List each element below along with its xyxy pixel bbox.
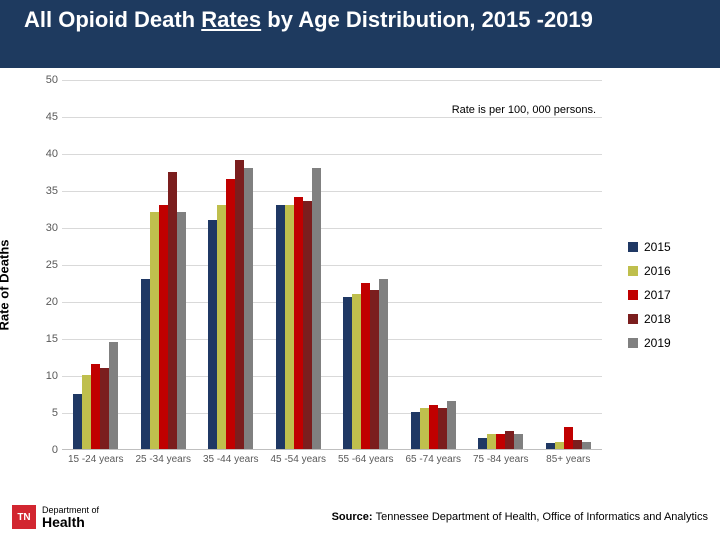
bar-2016 [487,434,496,449]
bar-2017 [159,205,168,449]
bar-2016 [150,212,159,449]
bar-2019 [514,434,523,449]
x-tick-label: 35 -44 years [203,454,259,465]
y-tick-label: 40 [10,148,58,160]
source-line: Source: Tennessee Department of Health, … [332,511,708,523]
logo-line2: Health [42,515,99,529]
legend-swatch [628,314,638,324]
legend-swatch [628,242,638,252]
bar-2019 [109,342,118,449]
x-tick-label: 65 -74 years [405,454,461,465]
bar-2018 [235,160,244,449]
bar-2017 [361,283,370,450]
legend-swatch [628,338,638,348]
chart-title-bar: All Opioid Death Rates by Age Distributi… [0,0,720,68]
legend-label: 2016 [644,264,671,278]
grid-line [62,117,602,118]
bar-2016 [82,375,91,449]
bar-2015 [73,394,82,450]
legend-item-2016: 2016 [628,264,710,278]
bar-2019 [312,168,321,449]
legend-item-2015: 2015 [628,240,710,254]
plot-region: Rate is per 100, 000 persons. 0510152025… [62,80,602,450]
y-tick-label: 15 [10,333,58,345]
y-tick-label: 25 [10,259,58,271]
bar-2018 [370,290,379,449]
grid-line [62,228,602,229]
bar-2016 [555,442,564,449]
bar-2017 [91,364,100,449]
x-tick-label: 75 -84 years [473,454,529,465]
bar-2018 [573,440,582,449]
bar-2016 [217,205,226,449]
bar-2018 [303,201,312,449]
legend-item-2018: 2018 [628,312,710,326]
x-tick-label: 25 -34 years [135,454,191,465]
bar-2019 [447,401,456,449]
x-tick-label: 55 -64 years [338,454,394,465]
y-tick-label: 45 [10,111,58,123]
grid-line [62,265,602,266]
grid-line [62,154,602,155]
bar-2019 [582,442,591,449]
bar-2015 [208,220,217,449]
y-tick-label: 5 [10,407,58,419]
bar-2015 [276,205,285,449]
bar-2016 [285,205,294,449]
bar-2017 [564,427,573,449]
legend-swatch [628,290,638,300]
bar-2017 [429,405,438,449]
y-tick-label: 10 [10,370,58,382]
bar-2015 [141,279,150,449]
title-suffix: by Age Distribution, 2015 -2019 [261,7,593,32]
bar-2015 [546,443,555,449]
logo-text: Department of Health [42,506,99,529]
grid-line [62,80,602,81]
x-tick-label: 85+ years [546,454,590,465]
source-label: Source: [332,511,376,523]
bar-2018 [100,368,109,449]
bar-2018 [505,431,514,450]
bar-2018 [168,172,177,450]
y-tick-label: 50 [10,74,58,86]
legend-label: 2017 [644,288,671,302]
logo-badge: TN [12,505,36,529]
legend-item-2019: 2019 [628,336,710,350]
legend-label: 2018 [644,312,671,326]
bar-2017 [226,179,235,449]
bar-2019 [244,168,253,449]
legend-label: 2019 [644,336,671,350]
grid-line [62,191,602,192]
source-text: Tennessee Department of Health, Office o… [376,511,708,523]
title-underline: Rates [201,7,261,32]
legend-swatch [628,266,638,276]
legend-label: 2015 [644,240,671,254]
y-tick-label: 30 [10,222,58,234]
y-axis-label: Rate of Deaths [0,239,12,330]
bar-2016 [352,294,361,449]
bar-2017 [294,197,303,449]
y-tick-label: 35 [10,185,58,197]
bar-2015 [343,297,352,449]
title-prefix: All Opioid Death [24,7,201,32]
x-tick-label: 45 -54 years [270,454,326,465]
x-tick-label: 15 -24 years [68,454,124,465]
logo-line1: Department of [42,505,99,515]
bar-2019 [379,279,388,449]
bar-2015 [411,412,420,449]
chart-area: Rate of Deaths Rate is per 100, 000 pers… [6,80,714,490]
bar-2019 [177,212,186,449]
footer: TN Department of Health Source: Tennesse… [12,502,708,532]
tn-health-logo: TN Department of Health [12,505,99,529]
legend-item-2017: 2017 [628,288,710,302]
y-tick-label: 20 [10,296,58,308]
bar-2018 [438,408,447,449]
y-tick-label: 0 [10,444,58,456]
bar-2016 [420,408,429,449]
bar-2015 [478,438,487,449]
legend: 2015 2016 2017 2018 2019 [628,240,710,360]
rate-note: Rate is per 100, 000 persons. [452,104,596,116]
bar-2017 [496,434,505,449]
